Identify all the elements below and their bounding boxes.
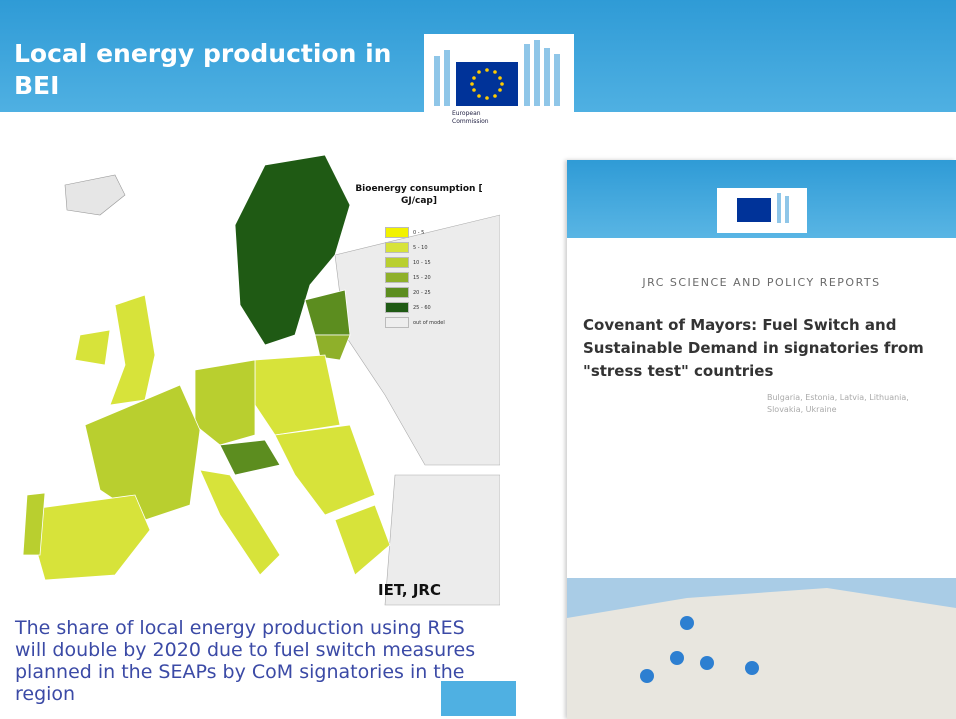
legend-item: 5 - 10 — [385, 240, 445, 255]
legend-swatch — [385, 272, 409, 283]
report-series: JRC SCIENCE AND POLICY REPORTS — [642, 276, 881, 289]
legend-item: 0 - 5 — [385, 225, 445, 240]
slide-title: Local energy production in BEI — [14, 39, 392, 100]
legend-swatch — [385, 227, 409, 238]
report-title: Covenant of Mayors: Fuel Switch and Sust… — [583, 316, 924, 380]
legend-swatch — [385, 257, 409, 268]
legend-item: 15 - 20 — [385, 270, 445, 285]
legend-swatch — [385, 287, 409, 298]
cover-map — [567, 578, 956, 719]
legend-label: 15 - 20 — [413, 274, 431, 281]
legend-swatch — [385, 302, 409, 313]
legend-label: 20 - 25 — [413, 289, 431, 296]
legend-swatch — [385, 242, 409, 253]
ec-logo — [424, 34, 574, 134]
legend-item: 10 - 15 — [385, 255, 445, 270]
report-subtitle: Bulgaria, Estonia, Latvia, Lithuania, Sl… — [767, 393, 909, 414]
legend-label: 0 - 5 — [413, 229, 425, 236]
logo-caption: European Commission — [452, 110, 489, 125]
legend-item: 25 - 60 — [385, 300, 445, 315]
cover-logo — [717, 188, 807, 233]
legend-title: Bioenergy consumption [ GJ/cap] — [355, 184, 483, 206]
legend: 0 - 5 5 - 10 10 - 15 15 - 20 20 - 25 25 - 60 o… — [385, 225, 445, 330]
report-cover: JRC SCIENCE AND POLICY REPORTS Covenant … — [567, 160, 956, 719]
legend-swatch — [385, 317, 409, 328]
legend-label: 25 - 60 — [413, 304, 431, 311]
legend-item: 20 - 25 — [385, 285, 445, 300]
legend-item: out of model — [385, 315, 445, 330]
europe-map — [5, 135, 500, 610]
body-text: The share of local energy production usi… — [15, 617, 476, 705]
legend-label: 10 - 15 — [413, 259, 431, 266]
corner-box — [441, 681, 516, 716]
legend-label: 5 - 10 — [413, 244, 428, 251]
map-credit: IET, JRC — [378, 581, 441, 599]
legend-label: out of model — [413, 319, 445, 326]
